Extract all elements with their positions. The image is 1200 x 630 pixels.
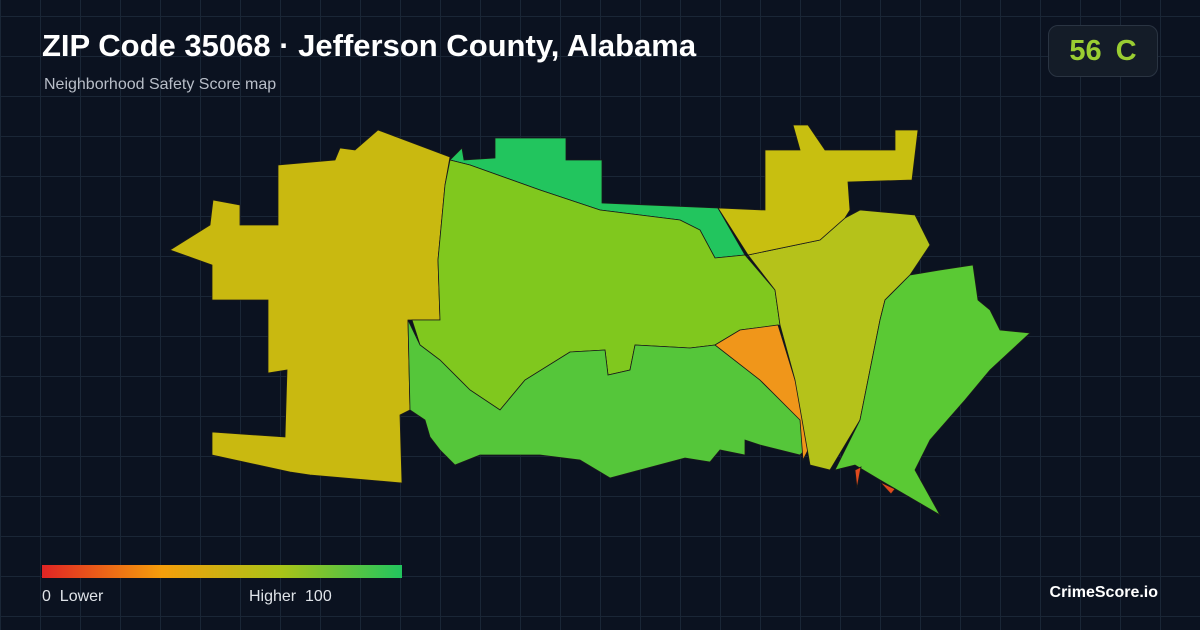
title: ZIP Code 35068 · Jefferson County, Alaba… — [42, 28, 697, 63]
region — [407, 319, 806, 479]
legend-gradient — [42, 565, 402, 578]
region — [169, 129, 451, 484]
legend-min-value: 0 — [42, 588, 51, 605]
subtitle: Neighborhood Safety Score map — [44, 76, 277, 93]
score-grade: C — [1115, 34, 1137, 67]
legend-max: Higher 100 — [249, 588, 332, 606]
score-badge: 56 C — [1048, 25, 1158, 77]
region — [879, 481, 896, 495]
score-value: 56 — [1069, 34, 1102, 67]
legend-max-value: 100 — [305, 588, 332, 605]
region — [834, 264, 1031, 517]
region — [854, 466, 862, 489]
legend-min: 0 Lower — [42, 588, 103, 606]
brand: CrimeScore.io — [1049, 584, 1158, 601]
legend-max-label: Higher — [249, 588, 297, 605]
legend-min-label: Lower — [59, 588, 104, 605]
region — [717, 124, 919, 256]
